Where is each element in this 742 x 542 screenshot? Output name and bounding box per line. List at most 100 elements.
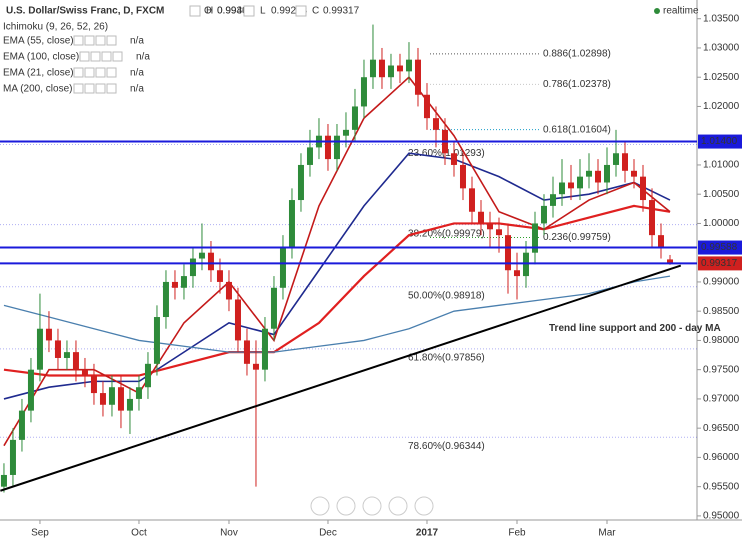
fib-label: 23.60%(1.01293): [408, 148, 485, 159]
price-tag-label: 0.99317: [701, 258, 738, 269]
legend-value: n/a: [136, 52, 150, 63]
candle-body: [90, 375, 97, 394]
zoom-button[interactable]: [362, 496, 382, 516]
candle-body: [540, 205, 547, 224]
legend-icon: [84, 67, 95, 78]
legend-icon: [106, 83, 117, 94]
candle-body: [603, 164, 610, 183]
header-icon: [295, 5, 307, 17]
fib-label: 38.20%(0.99979): [408, 228, 485, 239]
x-tick-label: Dec: [319, 528, 337, 539]
x-tick-label: Oct: [131, 528, 147, 539]
legend-label: MA (200, close): [3, 84, 72, 95]
candle-body: [495, 229, 502, 236]
candle-body: [558, 182, 565, 195]
ohlc-key: L: [260, 6, 266, 17]
legend-icon: [73, 83, 84, 94]
candle-body: [414, 59, 421, 95]
candle-body: [135, 387, 142, 399]
candle-body: [171, 281, 178, 288]
candle-body: [99, 393, 106, 405]
candle-body: [198, 252, 205, 259]
candle-body: [153, 317, 160, 364]
legend-icon: [112, 51, 123, 62]
y-tick-label: 1.02000: [703, 101, 740, 112]
candle-body: [477, 211, 484, 224]
zoom-button[interactable]: [388, 496, 408, 516]
ohlc-value: 0.99293: [271, 6, 308, 17]
candle-body: [0, 474, 7, 487]
candle-body: [630, 170, 637, 177]
fib-label: 61.80%(0.97856): [408, 352, 485, 363]
candle-body: [27, 369, 34, 411]
candle-body: [360, 77, 367, 107]
candle-body: [486, 223, 493, 230]
candle-body: [549, 194, 556, 206]
candle-body: [207, 252, 214, 271]
status-text: realtime: [663, 6, 699, 17]
price-tag: [698, 240, 742, 255]
legend-icon: [95, 35, 106, 46]
candle-body: [423, 94, 430, 119]
candle-body: [270, 287, 277, 329]
candle-body: [648, 200, 655, 236]
fib-label: 0.886(1.02898): [543, 49, 611, 60]
candle-body: [234, 299, 241, 341]
x-tick-label: Mar: [598, 528, 616, 539]
zoom-button[interactable]: [310, 496, 330, 516]
candle-body: [504, 235, 511, 271]
y-tick-label: 1.00500: [703, 189, 740, 200]
candle-body: [333, 135, 340, 160]
zoom-button[interactable]: [336, 496, 356, 516]
price-tag: [698, 134, 742, 149]
x-tick-label: 2017: [416, 528, 439, 539]
legend-icon: [79, 51, 90, 62]
moving-average: [3, 275, 671, 353]
candle-body: [450, 153, 457, 165]
legend-icon: [106, 35, 117, 46]
legend-icon: [106, 67, 117, 78]
candle-body: [585, 170, 592, 177]
moving-average: [3, 76, 671, 447]
price-tag-label: 0.99588: [701, 242, 738, 253]
chart-title: U.S. Dollar/Swiss Franc, D, FXCM: [6, 6, 164, 17]
legend-icon: [101, 51, 112, 62]
trendline: [0, 264, 682, 492]
legend-value: n/a: [130, 84, 144, 95]
candle-body: [180, 276, 187, 288]
candle-body: [513, 270, 520, 277]
header-icon: [243, 5, 255, 17]
ohlc-key: H: [206, 6, 213, 17]
candle-body: [54, 340, 61, 358]
candle-body: [279, 246, 286, 288]
header-icon: [189, 5, 201, 17]
y-tick-label: 1.01000: [703, 160, 740, 171]
y-tick-label: 0.95000: [703, 511, 740, 522]
candle-body: [117, 387, 124, 411]
legend-label: EMA (21, close): [3, 68, 74, 79]
zoom-button[interactable]: [414, 496, 434, 516]
y-tick-label: 0.96000: [703, 452, 740, 463]
ohlc-key: O: [204, 6, 212, 17]
candle-body: [387, 65, 394, 78]
candle-body: [9, 439, 16, 475]
zoom-controls: [310, 496, 434, 516]
candle-body: [252, 363, 259, 370]
candle-body: [36, 328, 43, 370]
candle-body: [306, 147, 313, 165]
candle-body: [162, 281, 169, 318]
candle-body: [324, 135, 331, 160]
legend-icon: [73, 35, 84, 46]
candle-body: [261, 328, 268, 370]
legend-icon: [95, 83, 106, 94]
y-tick-label: 0.97000: [703, 394, 740, 405]
price-tag: [698, 256, 742, 271]
candle-body: [216, 270, 223, 282]
candle-body: [378, 59, 385, 78]
candle-body: [594, 170, 601, 183]
fib-label: 50.00%(0.98918): [408, 290, 485, 301]
legend-icon: [84, 35, 95, 46]
legend-value: n/a: [130, 36, 144, 47]
y-tick-label: 1.03000: [703, 43, 740, 54]
